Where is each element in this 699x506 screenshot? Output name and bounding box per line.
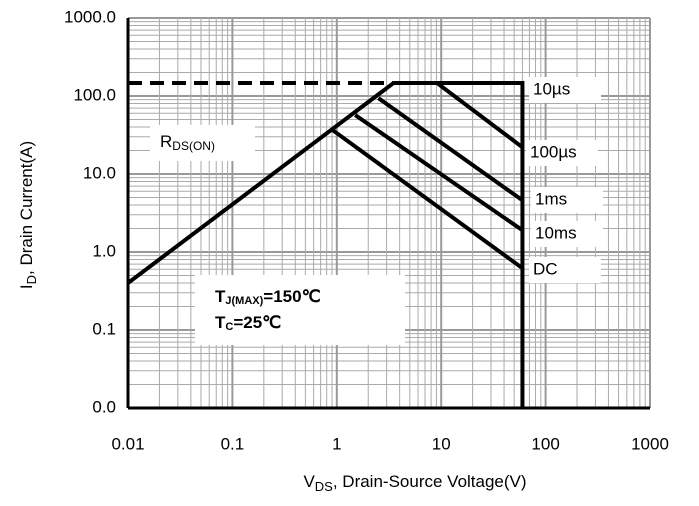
series-line [330, 128, 524, 270]
label-part: , Drain-Source Voltage(V) [333, 472, 527, 491]
label-sub: D [24, 275, 39, 284]
annotation-text: T [215, 313, 226, 332]
series-line [354, 113, 524, 232]
label-part: I [17, 284, 36, 289]
y-tick-label: 0.0 [92, 397, 116, 416]
y-tick-label: 10.0 [83, 163, 116, 182]
label-box [529, 77, 601, 103]
series-line [435, 81, 524, 149]
annotation-tail: =25℃ [233, 313, 281, 332]
y-tick-label: 1.0 [92, 241, 116, 260]
annotation-sub: C [225, 321, 233, 333]
label-box [531, 187, 603, 213]
x-tick-label: 1 [332, 434, 341, 453]
x-tick-label: 100 [531, 434, 559, 453]
label-box [529, 257, 601, 283]
label-sub: DS [315, 479, 333, 494]
x-axis-label: VDS, Drain-Source Voltage(V) [303, 472, 526, 494]
series-label: 100µs [530, 142, 577, 161]
x-tick-label: 0.01 [111, 434, 144, 453]
y-tick-label: 0.1 [92, 319, 116, 338]
annotation-tail: =150℃ [263, 287, 320, 306]
x-tick-label: 0.1 [221, 434, 245, 453]
series-label: 10ms [535, 223, 577, 242]
series-line [377, 96, 524, 202]
series-label: 1ms [535, 189, 567, 208]
annotation-text: T [215, 287, 226, 306]
series-label: DC [533, 259, 558, 278]
annotation-sub: DS(ON) [172, 139, 215, 153]
y-axis-label: ID, Drain Current(A) [17, 141, 39, 289]
annotation-sub: J(MAX) [225, 295, 263, 307]
annotation: TC=25℃ [215, 313, 281, 332]
annotation: TJ(MAX)=150℃ [215, 287, 321, 306]
x-tick-label: 10 [432, 434, 451, 453]
series-line [126, 81, 395, 285]
x-tick-label: 1000 [631, 434, 669, 453]
info-box [195, 275, 405, 345]
label-part: V [303, 472, 315, 491]
y-tick-label: 100.0 [73, 85, 116, 104]
y-tick-label: 1000.0 [64, 7, 116, 26]
label-box [526, 140, 598, 166]
series-label: 10µs [533, 79, 570, 98]
label-box [531, 221, 603, 247]
series-line [393, 80, 525, 408]
label-box [150, 125, 255, 161]
annotation: RDS(ON) [160, 132, 215, 153]
annotation-text: R [160, 132, 172, 151]
label-part: , Drain Current(A) [17, 141, 36, 275]
